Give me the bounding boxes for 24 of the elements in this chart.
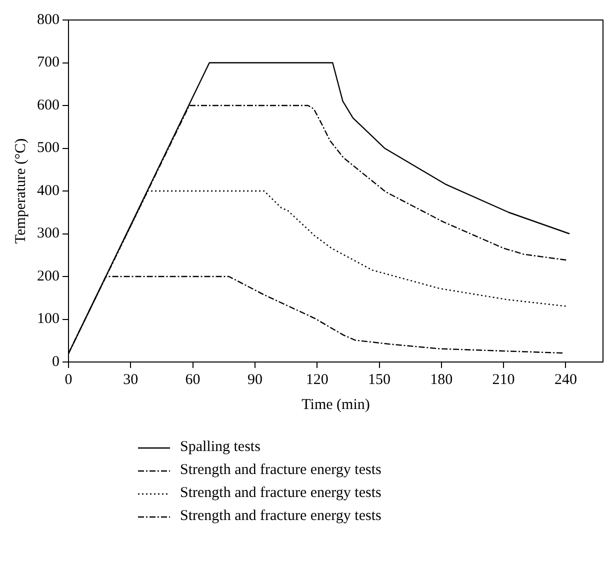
y-tick-label: 300 [37,226,60,242]
legend-label: Strength and fracture energy tests [180,508,382,525]
y-tick-label: 400 [37,182,60,199]
x-tick-label: 210 [492,372,515,388]
x-tick-label: 90 [247,372,262,388]
y-tick-label: 500 [37,140,60,156]
y-tick-label: 700 [37,54,60,71]
legend-label: Strength and fracture energy tests [180,462,382,479]
y-tick-label: 800 [37,12,60,28]
y-tick-label: 600 [37,97,60,114]
legend-label: Strength and fracture energy tests [180,485,382,502]
legend-label: Spalling tests [180,439,260,456]
y-tick-label: 100 [37,311,60,328]
x-tick-label: 0 [64,372,72,388]
y-tick-label: 0 [52,354,60,370]
x-tick-label: 180 [430,372,453,388]
x-tick-label: 240 [554,372,577,388]
x-tick-label: 120 [306,372,328,388]
x-axis-title: Time (min) [302,396,370,413]
y-axis-title: Temperature (°C) [12,138,29,244]
y-tick-label: 200 [37,268,60,284]
x-tick-label: 150 [368,372,391,388]
x-tick-label: 30 [123,372,138,388]
x-tick-label: 60 [185,372,200,388]
